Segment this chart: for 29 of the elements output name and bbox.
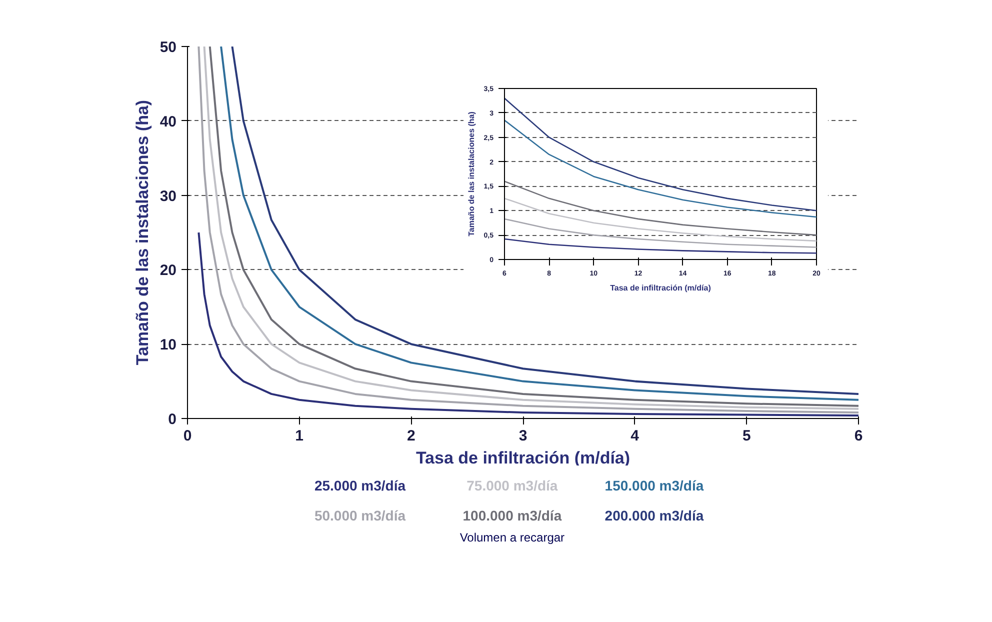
line-series — [504, 120, 816, 218]
x-tick-label: 2 — [406, 428, 416, 444]
text: 100.000 m3/día — [462, 508, 562, 524]
line-series — [504, 218, 816, 248]
x-axis-title: Tasa de infiltración (m/día) — [610, 284, 712, 292]
x-tick-label: 6 — [854, 428, 863, 444]
x-tick-label: 1 — [295, 428, 304, 444]
x-axis-title: Tasa de infiltración (m/día) — [416, 448, 630, 468]
legend-title: Volumen a recargar — [460, 530, 565, 544]
text: 200.000 m3/día — [604, 508, 704, 524]
x-tick-label: 3 — [518, 428, 528, 444]
y-axis-title: Tamaño de las instalaciones (ha) — [466, 111, 476, 236]
y-tick-label: 30 — [160, 188, 177, 205]
y-tick-label: 0 — [168, 411, 176, 428]
text: 50.000 m3/día — [314, 508, 406, 524]
text: 75.000 m3/día — [466, 478, 558, 494]
x-tick-label: 0 — [183, 428, 192, 444]
x-tick-label: 5 — [742, 428, 751, 444]
y-tick-label: 10 — [160, 336, 177, 354]
line-series — [504, 98, 816, 212]
y-tick-label: 40 — [160, 113, 177, 130]
line-series — [504, 198, 816, 242]
y-axis-title: Tamaño de las instalaciones (ha) — [132, 100, 152, 366]
x-tick-label: 4 — [630, 428, 640, 444]
text: 25.000 m3/día — [314, 478, 406, 494]
y-tick-label: 50 — [160, 39, 177, 56]
line-series — [504, 180, 816, 236]
line-series — [504, 238, 816, 254]
text: 150.000 m3/día — [604, 478, 704, 494]
